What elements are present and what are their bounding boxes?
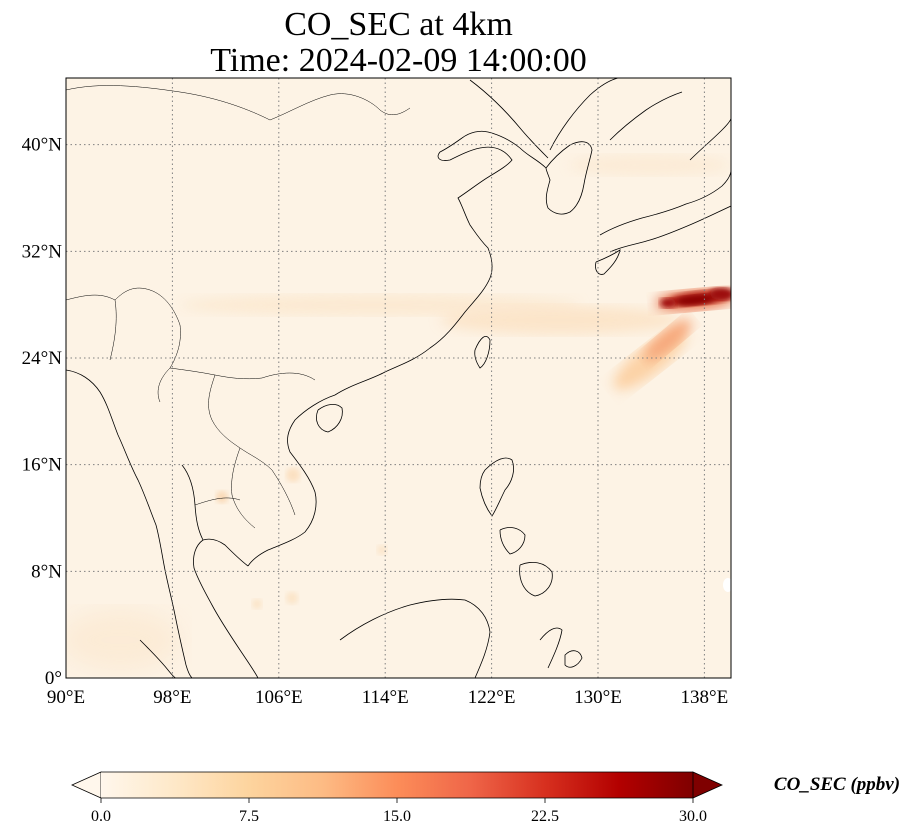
- colorbar-tick-label: 15.0: [383, 808, 411, 825]
- lat-tick-label: 0°: [45, 668, 62, 689]
- lat-tick-label: 24°N: [22, 348, 63, 369]
- colorbar-tick-label: 30.0: [679, 808, 707, 825]
- lon-tick-label: 98°E: [153, 687, 191, 708]
- colorbar-extend-min: [71, 771, 102, 799]
- colorbar-gradient: [101, 772, 693, 798]
- lon-tick-labels: 90°E 98°E 106°E 114°E 122°E 130°E 138°E: [47, 687, 728, 708]
- lon-tick-label: 122°E: [468, 687, 516, 708]
- lon-tick-label: 106°E: [255, 687, 303, 708]
- co-background-bands: [66, 155, 730, 670]
- colorbar-tick-label: 0.0: [91, 808, 111, 825]
- map-frame: [65, 77, 732, 679]
- lat-tick-label: 32°N: [22, 241, 63, 262]
- map-title: CO_SEC at 4km: [284, 6, 513, 43]
- lon-tick-label: 114°E: [362, 687, 409, 708]
- lat-tick-label: 40°N: [22, 135, 63, 156]
- colorbar-tick-marks: [100, 798, 694, 803]
- lon-tick-label: 90°E: [47, 687, 85, 708]
- lat-tick-label: 16°N: [22, 455, 63, 476]
- colorbar-tick-label: 7.5: [239, 808, 259, 825]
- lon-tick-label: 138°E: [681, 687, 729, 708]
- colorbar-tick-labels: 0.0 7.5 15.0 22.5 30.0: [91, 808, 707, 825]
- colorbar-extend-max: [692, 771, 723, 799]
- map-panel: 90°E 98°E 106°E 114°E 122°E 130°E 138°E …: [22, 77, 732, 708]
- gridlines: [66, 78, 731, 678]
- co-plume: [613, 288, 731, 592]
- country-borders: [66, 85, 411, 529]
- lat-tick-labels: 0° 8°N 16°N 24°N 32°N 40°N: [22, 135, 63, 689]
- colorbar-tick-label: 22.5: [531, 808, 559, 825]
- lon-tick-label: 130°E: [574, 687, 622, 708]
- map-subtitle-time: Time: 2024-02-09 14:00:00: [210, 42, 587, 79]
- lat-tick-label: 8°N: [31, 561, 62, 582]
- colorbar-label: CO_SEC (ppbv): [774, 774, 900, 795]
- colorbar: 0.0 7.5 15.0 22.5 30.0 CO_SEC (ppbv): [71, 771, 900, 825]
